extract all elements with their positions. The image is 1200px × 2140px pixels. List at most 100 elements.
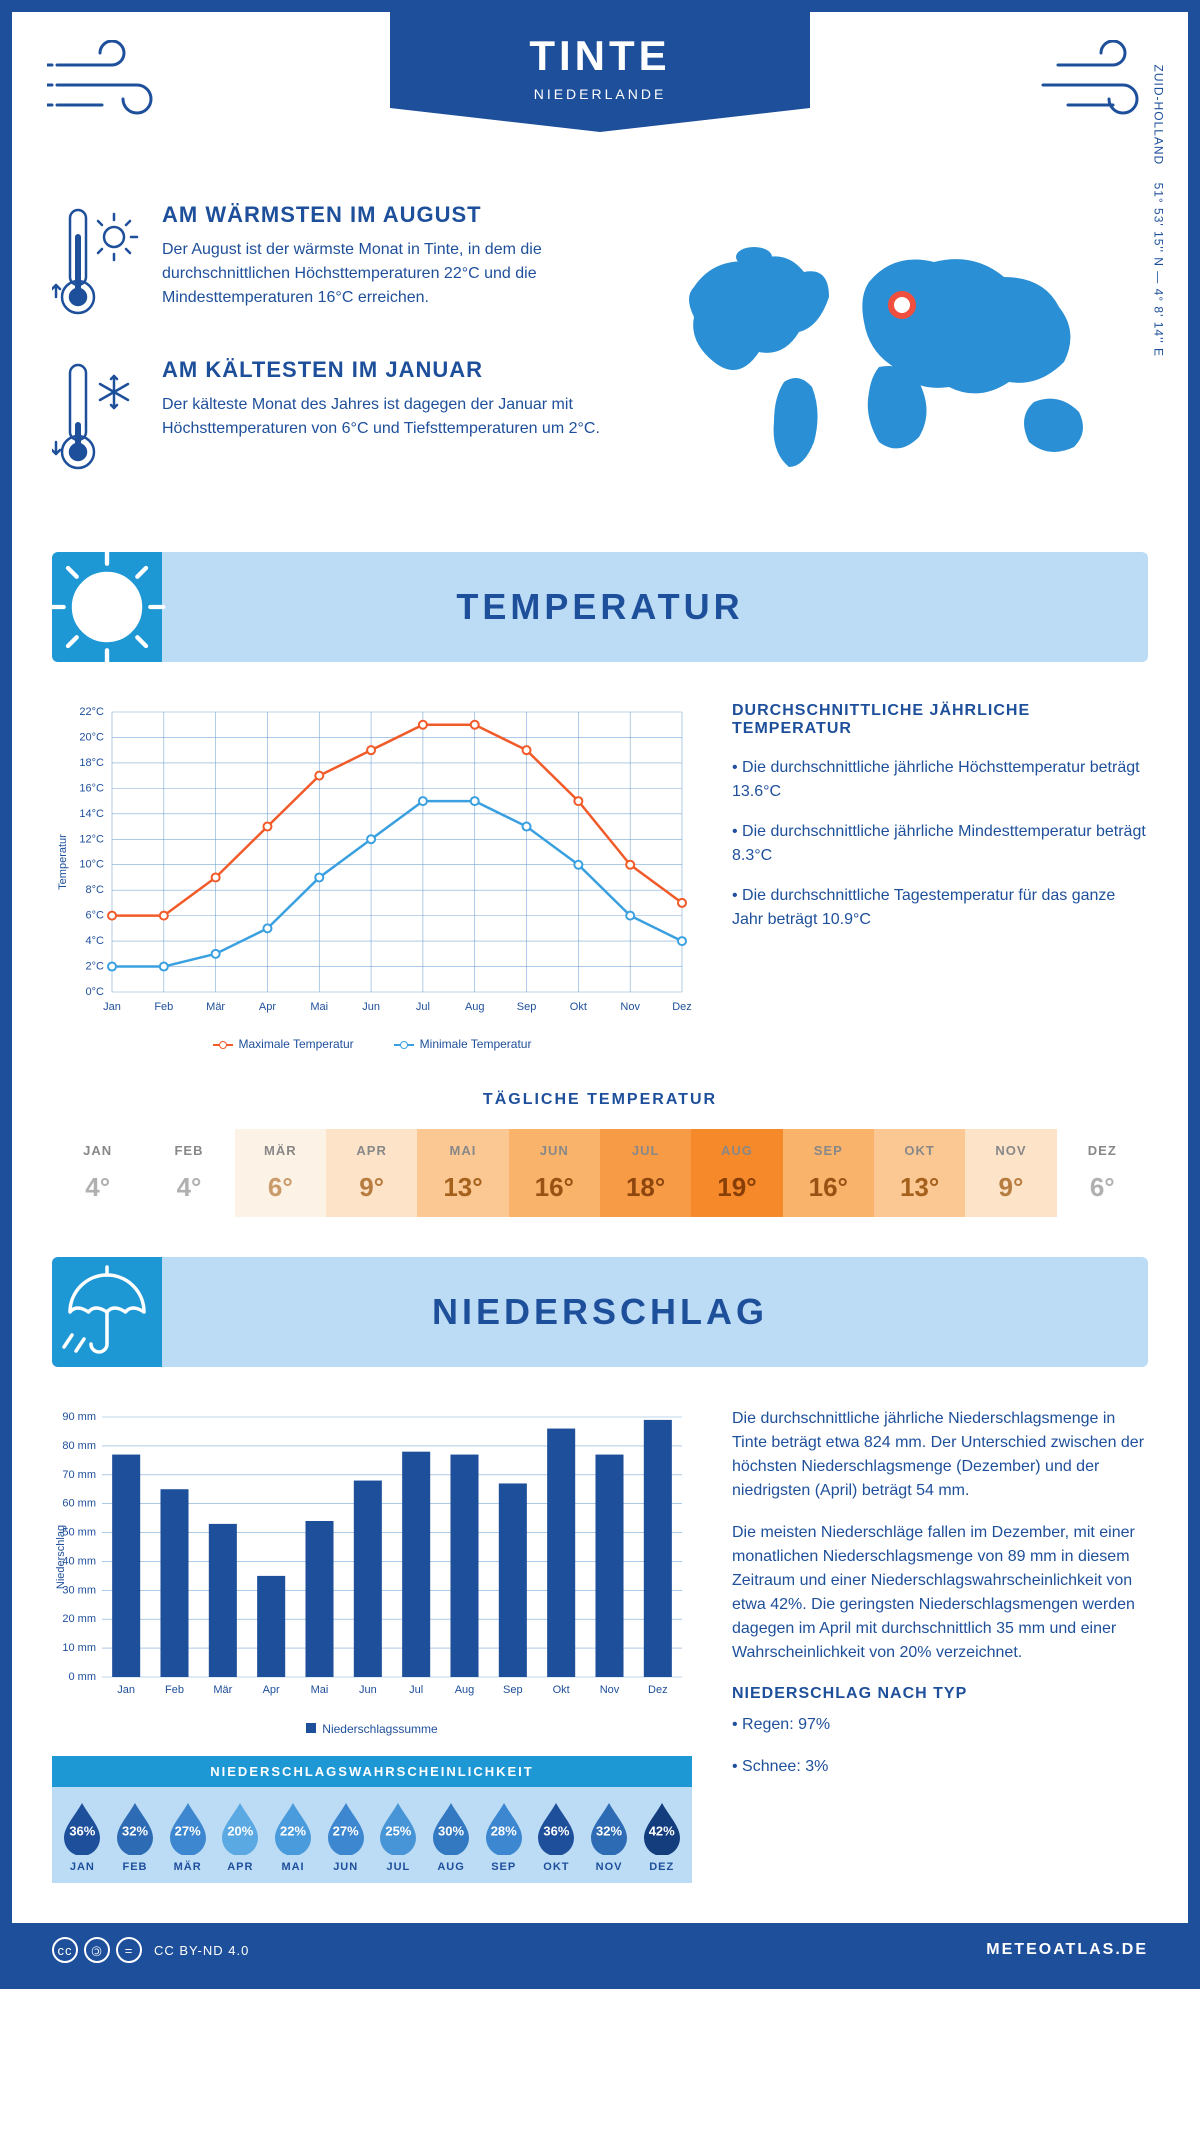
drop-icon: 28% <box>482 1801 526 1855</box>
precip-chart: 0 mm10 mm20 mm30 mm40 mm50 mm60 mm70 mm8… <box>52 1407 692 1883</box>
svg-text:50 mm: 50 mm <box>62 1527 96 1539</box>
drop-icon: 30% <box>429 1801 473 1855</box>
daily-cell: MÄR6° <box>235 1129 326 1217</box>
temp-value: 19° <box>691 1172 782 1203</box>
thermometer-sun-icon <box>52 202 142 327</box>
svg-text:22°C: 22°C <box>79 706 104 718</box>
temp-value: 9° <box>965 1172 1056 1203</box>
brand: METEOATLAS.DE <box>986 1941 1148 1959</box>
cc-icon: cc <box>52 1937 78 1963</box>
month-label: AUG <box>691 1143 782 1158</box>
month-label: NOV <box>965 1143 1056 1158</box>
drop-icon: 25% <box>376 1801 420 1855</box>
license: cc 🄯 = CC BY-ND 4.0 <box>52 1937 249 1963</box>
wind-icon <box>47 40 177 135</box>
daily-cell: APR 9° <box>326 1129 417 1217</box>
month-label: SEP <box>783 1143 874 1158</box>
precip-text: Die durchschnittliche jährliche Niedersc… <box>732 1407 1148 1883</box>
probability-value: 42% <box>649 1824 675 1839</box>
svg-text:Niederschlag: Niederschlag <box>55 1525 67 1589</box>
warmest-block: AM WÄRMSTEN IM AUGUST Der August ist der… <box>52 202 610 327</box>
svg-text:Mär: Mär <box>213 1684 232 1696</box>
month-label: APR <box>216 1861 265 1873</box>
probability-value: 27% <box>333 1824 359 1839</box>
drop-icon: 32% <box>587 1801 631 1855</box>
drop-cell: 36% JAN <box>58 1801 107 1873</box>
svg-text:Sep: Sep <box>503 1684 523 1696</box>
temp-value: 18° <box>600 1172 691 1203</box>
footer: cc 🄯 = CC BY-ND 4.0 METEOATLAS.DE <box>12 1923 1188 1977</box>
probability-value: 36% <box>69 1824 95 1839</box>
probability-value: 36% <box>543 1824 569 1839</box>
probability-value: 30% <box>438 1824 464 1839</box>
svg-text:Jul: Jul <box>416 1001 430 1013</box>
month-label: OKT <box>532 1861 581 1873</box>
drop-cell: 27%JUN <box>321 1801 370 1873</box>
probability-value: 22% <box>280 1824 306 1839</box>
section-title: TEMPERATUR <box>162 586 1148 628</box>
nd-icon: = <box>116 1937 142 1963</box>
drop-cell: 30%AUG <box>427 1801 476 1873</box>
probability-value: 25% <box>385 1824 411 1839</box>
drop-cell: 25% JUL <box>374 1801 423 1873</box>
drop-cell: 32% NOV <box>585 1801 634 1873</box>
month-label: JUL <box>374 1861 423 1873</box>
daily-cell: NOV 9° <box>965 1129 1056 1217</box>
precip-paragraph: Die meisten Niederschläge fallen im Deze… <box>732 1521 1148 1665</box>
thermometer-snow-icon <box>52 357 142 482</box>
drop-icon: 20% <box>218 1801 262 1855</box>
svg-text:20 mm: 20 mm <box>62 1613 96 1625</box>
precip-bullet: • Schnee: 3% <box>732 1755 1148 1779</box>
svg-text:Okt: Okt <box>553 1684 570 1696</box>
drop-icon: 22% <box>271 1801 315 1855</box>
temp-bullet: • Die durchschnittliche Tagestemperatur … <box>732 884 1148 932</box>
svg-text:4°C: 4°C <box>86 935 105 947</box>
svg-text:20°C: 20°C <box>79 731 104 743</box>
temp-bullet: • Die durchschnittliche jährliche Mindes… <box>732 820 1148 868</box>
svg-text:Mai: Mai <box>310 1001 328 1013</box>
precip-bullet: • Regen: 97% <box>732 1713 1148 1737</box>
coldest-title: AM KÄLTESTEN IM JANUAR <box>162 357 610 383</box>
daily-cell: DEZ6° <box>1057 1129 1148 1217</box>
month-label: JUL <box>600 1143 691 1158</box>
svg-text:Jan: Jan <box>117 1684 135 1696</box>
temp-value: 9° <box>326 1172 417 1203</box>
svg-text:Aug: Aug <box>465 1001 485 1013</box>
temp-value: 4° <box>52 1172 143 1203</box>
temp-bullet: • Die durchschnittliche jährliche Höchst… <box>732 756 1148 804</box>
coldest-block: AM KÄLTESTEN IM JANUAR Der kälteste Mona… <box>52 357 610 482</box>
drop-icon: 36% <box>534 1801 578 1855</box>
probability-value: 28% <box>491 1824 517 1839</box>
svg-text:Apr: Apr <box>259 1001 276 1013</box>
header: TINTE NIEDERLANDE <box>12 12 1188 192</box>
svg-text:90 mm: 90 mm <box>62 1411 96 1423</box>
probability-box: NIEDERSCHLAGSWAHRSCHEINLICHKEIT 36% JAN 32… <box>52 1756 692 1883</box>
month-label: DEZ <box>1057 1143 1148 1158</box>
month-label: NOV <box>585 1861 634 1873</box>
temp-value: 16° <box>783 1172 874 1203</box>
warmest-title: AM WÄRMSTEN IM AUGUST <box>162 202 610 228</box>
temp-value: 13° <box>417 1172 508 1203</box>
page: TINTE NIEDERLANDE <box>0 0 1200 1989</box>
svg-text:Nov: Nov <box>600 1684 620 1696</box>
svg-text:12°C: 12°C <box>79 833 104 845</box>
svg-text:Jul: Jul <box>409 1684 423 1696</box>
temp-value: 6° <box>235 1172 326 1203</box>
drop-cell: 22%MAI <box>269 1801 318 1873</box>
probability-title: NIEDERSCHLAGSWAHRSCHEINLICHKEIT <box>52 1756 692 1787</box>
month-label: JAN <box>58 1861 107 1873</box>
svg-text:40 mm: 40 mm <box>62 1555 96 1567</box>
chart-legend: Maximale Temperatur Minimale Temperatur <box>52 1037 692 1051</box>
probability-row: 36%JAN32%FEB27%MÄR20%APR22%MAI27%JUN25%J… <box>52 1787 692 1883</box>
cc-icons: cc 🄯 = <box>52 1937 142 1963</box>
temperature-row: 0°C2°C4°C6°C8°C10°C12°C14°C16°C18°C20°C2… <box>12 672 1188 1061</box>
temp-value: 13° <box>874 1172 965 1203</box>
svg-text:Mär: Mär <box>206 1001 225 1013</box>
month-label: JUN <box>509 1143 600 1158</box>
svg-text:Aug: Aug <box>455 1684 475 1696</box>
month-label: APR <box>326 1143 417 1158</box>
drop-icon: 36% <box>60 1801 104 1855</box>
drop-cell: 32%FEB <box>111 1801 160 1873</box>
temperature-text: DURCHSCHNITTLICHE JÄHRLICHE TEMPERATUR •… <box>732 702 1148 1051</box>
coldest-text: Der kälteste Monat des Jahres ist dagege… <box>162 393 610 441</box>
